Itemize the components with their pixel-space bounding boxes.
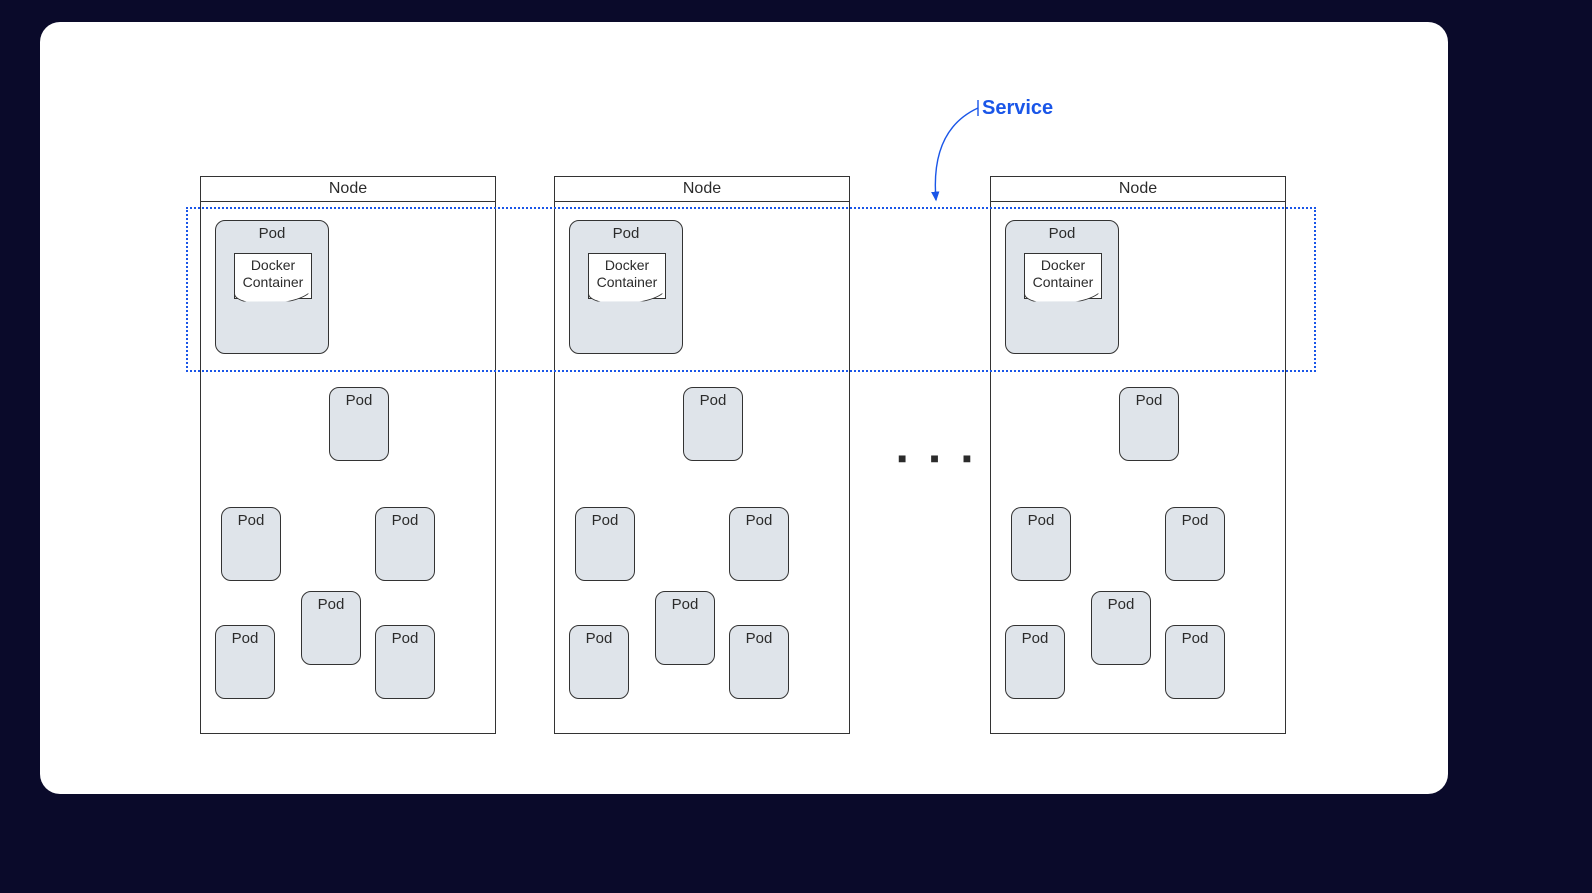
docker-line-2: Container — [1025, 274, 1101, 291]
pod-label: Pod — [376, 512, 434, 529]
node-box: Node Pod DockerContainer Pod Pod Pod Pod Pod Pod — [990, 176, 1286, 734]
pod-label: Pod — [1092, 596, 1150, 613]
pod-small: Pod — [329, 387, 389, 461]
pod-label: Pod — [570, 225, 682, 242]
pod-small: Pod — [1091, 591, 1151, 665]
pod-with-docker: Pod DockerContainer — [215, 220, 329, 354]
docker-line-1: Docker — [589, 257, 665, 274]
pod-label: Pod — [576, 512, 634, 529]
pod-label: Pod — [222, 512, 280, 529]
docker-line-2: Container — [589, 274, 665, 291]
pod-small: Pod — [1165, 507, 1225, 581]
docker-container-note: DockerContainer — [1024, 253, 1102, 299]
pod-label: Pod — [730, 512, 788, 529]
pod-small: Pod — [1119, 387, 1179, 461]
pod-small: Pod — [683, 387, 743, 461]
pod-with-docker: Pod DockerContainer — [1005, 220, 1119, 354]
pod-label: Pod — [216, 630, 274, 647]
pod-small: Pod — [215, 625, 275, 699]
docker-line-2: Container — [235, 274, 311, 291]
pod-label: Pod — [376, 630, 434, 647]
pod-small: Pod — [575, 507, 635, 581]
pod-label: Pod — [656, 596, 714, 613]
pod-label: Pod — [1166, 512, 1224, 529]
ellipsis: ■ ■ ■ — [898, 450, 981, 466]
docker-container-note: DockerContainer — [234, 253, 312, 299]
pod-label: Pod — [216, 225, 328, 242]
pod-small: Pod — [375, 507, 435, 581]
docker-line-1: Docker — [235, 257, 311, 274]
pod-label: Pod — [1006, 630, 1064, 647]
pod-label: Pod — [570, 630, 628, 647]
pod-small: Pod — [1165, 625, 1225, 699]
pod-label: Pod — [1006, 225, 1118, 242]
pod-label: Pod — [684, 392, 742, 409]
pod-small: Pod — [375, 625, 435, 699]
service-label: Service — [982, 97, 1053, 120]
node-title: Node — [991, 177, 1285, 202]
node-box: Node Pod DockerContainer Pod Pod Pod Pod Pod Pod — [554, 176, 850, 734]
node-title: Node — [555, 177, 849, 202]
node-title: Node — [201, 177, 495, 202]
node-box: Node Pod DockerContainer Pod Pod Pod Pod Pod Pod — [200, 176, 496, 734]
pod-small: Pod — [221, 507, 281, 581]
pod-label: Pod — [1012, 512, 1070, 529]
pod-small: Pod — [569, 625, 629, 699]
docker-container-note: DockerContainer — [588, 253, 666, 299]
pod-label: Pod — [730, 630, 788, 647]
pod-with-docker: Pod DockerContainer — [569, 220, 683, 354]
pod-small: Pod — [1011, 507, 1071, 581]
pod-small: Pod — [301, 591, 361, 665]
pod-small: Pod — [655, 591, 715, 665]
docker-line-1: Docker — [1025, 257, 1101, 274]
pod-small: Pod — [729, 507, 789, 581]
pod-small: Pod — [1005, 625, 1065, 699]
pod-label: Pod — [1120, 392, 1178, 409]
pod-label: Pod — [302, 596, 360, 613]
pod-label: Pod — [330, 392, 388, 409]
pod-small: Pod — [729, 625, 789, 699]
pod-label: Pod — [1166, 630, 1224, 647]
